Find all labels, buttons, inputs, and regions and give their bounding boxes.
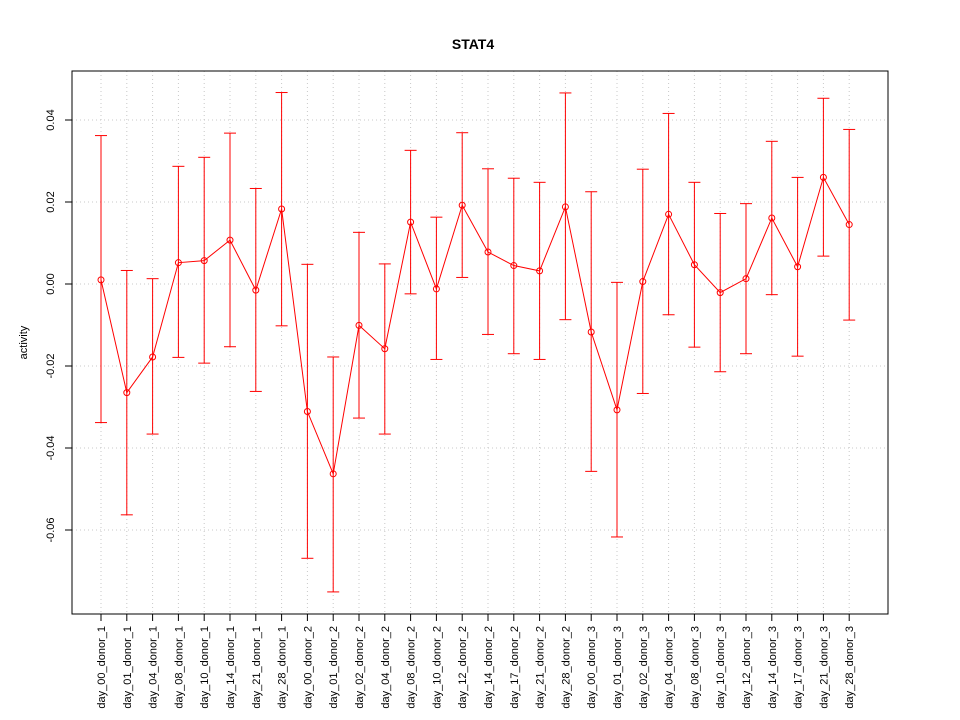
x-tick-label: day_21_donor_2 [535, 626, 547, 709]
data-point [845, 221, 853, 229]
data-point [484, 248, 492, 256]
data-point [407, 218, 415, 226]
y-axis: 0.04 0.02 0.00 -0.02 -0.04 -0.06 [45, 109, 73, 543]
data-point [97, 276, 105, 284]
x-tick-label: day_01_donor_3 [612, 626, 624, 709]
data-point [716, 289, 724, 297]
x-axis: day_00_donor_1 day_01_donor_1 day_04_donor… [96, 613, 856, 709]
y-tick-label: -0.04 [45, 435, 57, 460]
error-bars [95, 92, 856, 593]
data-point [200, 257, 208, 265]
x-tick-label: day_02_donor_2 [354, 626, 366, 709]
y-tick-label: 0.00 [45, 273, 57, 294]
grid [72, 71, 888, 614]
data-point [432, 285, 440, 293]
data-point [587, 328, 595, 336]
plot-frame [71, 70, 889, 615]
y-tick-label: -0.06 [45, 517, 57, 542]
x-tick-label: day_14_donor_1 [225, 626, 237, 709]
x-tick-label: day_04_donor_3 [664, 626, 676, 709]
x-tick-label: day_08_donor_1 [173, 626, 185, 709]
x-tick-label: day_14_donor_3 [767, 626, 779, 709]
x-tick-label: day_00_donor_3 [586, 626, 598, 709]
x-tick-label: day_12_donor_3 [741, 626, 753, 709]
data-point [149, 353, 157, 361]
data-point [355, 321, 363, 329]
y-tick-label: -0.02 [45, 353, 57, 378]
x-tick-label: day_21_donor_3 [818, 626, 830, 709]
x-tick-label: day_28_donor_3 [844, 626, 856, 709]
data-point [329, 470, 337, 478]
data-point [510, 262, 518, 270]
data-point [819, 173, 827, 181]
data-point [742, 275, 750, 283]
x-tick-label: day_01_donor_1 [122, 626, 134, 709]
y-tick-label: 0.02 [45, 191, 57, 212]
data-point [278, 205, 286, 213]
data-point [226, 236, 234, 244]
data-point [561, 203, 569, 211]
chart-title: STAT4 [452, 36, 494, 52]
x-tick-label: day_14_donor_2 [483, 626, 495, 709]
x-tick-label: day_21_donor_1 [251, 626, 263, 709]
points [97, 173, 853, 478]
x-tick-label: day_28_donor_1 [277, 626, 289, 709]
x-tick-label: day_17_donor_2 [509, 626, 521, 709]
x-tick-label: day_10_donor_1 [199, 626, 211, 709]
x-tick-label: day_08_donor_3 [689, 626, 701, 709]
x-tick-label: day_00_donor_1 [96, 626, 108, 709]
x-tick-label: day_01_donor_2 [328, 626, 340, 709]
x-tick-label: day_02_donor_3 [638, 626, 650, 709]
data-point [690, 261, 698, 269]
data-point [639, 278, 647, 286]
data-point [252, 286, 260, 294]
data-point [768, 214, 776, 222]
data-point [536, 267, 544, 275]
x-tick-label: day_12_donor_2 [457, 626, 469, 709]
series-line [100, 176, 850, 476]
x-tick-label: day_17_donor_3 [793, 626, 805, 709]
data-point [665, 210, 673, 218]
data-point [794, 263, 802, 271]
x-tick-label: day_04_donor_1 [148, 626, 160, 709]
x-tick-label: day_00_donor_2 [302, 626, 314, 709]
data-point [174, 259, 182, 267]
data-point [303, 408, 311, 416]
x-tick-label: day_10_donor_2 [431, 626, 443, 709]
y-tick-label: 0.04 [45, 109, 57, 130]
y-axis-label: activity [18, 325, 30, 359]
data-point [381, 345, 389, 353]
data-point [458, 201, 466, 209]
x-tick-label: day_10_donor_3 [715, 626, 727, 709]
x-tick-label: day_28_donor_2 [560, 626, 572, 709]
x-tick-label: day_04_donor_2 [380, 626, 392, 709]
data-point [613, 406, 621, 414]
data-point [123, 389, 131, 397]
x-tick-label: day_08_donor_2 [406, 626, 418, 709]
